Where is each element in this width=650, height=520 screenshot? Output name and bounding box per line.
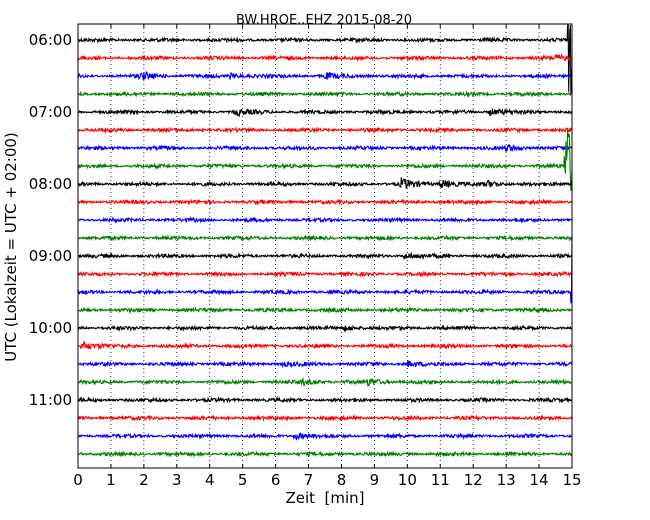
trace-line-0700 [77, 107, 573, 118]
trace-line-0900 [77, 251, 573, 260]
x-tick-label: 4 [205, 471, 215, 489]
x-axis-ticks: 0 1 2 3 4 5 6 7 8 9 10 11 12 13 14 15 [73, 24, 582, 489]
x-tick-label: 5 [238, 471, 248, 489]
y-axis-label: UTC (Lokalzeit = UTC + 02:00) [2, 132, 20, 362]
trace-line-1045 [77, 376, 573, 387]
trace-line-1015 [77, 341, 573, 351]
trace-line-0630 [77, 70, 573, 81]
y-tick-label: 08:00 [29, 175, 72, 193]
y-tick-label: 09:00 [29, 247, 72, 265]
x-tick-label: 9 [370, 471, 380, 489]
x-tick-label: 7 [304, 471, 314, 489]
trace-line-1145 [77, 450, 573, 458]
trace-line-1115 [77, 414, 573, 422]
x-tick-label: 14 [530, 471, 549, 489]
y-tick-label: 11:00 [29, 391, 72, 409]
trace-line-0730 [77, 144, 573, 153]
chart-title: BW.HROE..EHZ 2015-08-20 [236, 13, 412, 28]
x-tick-label: 15 [562, 471, 581, 489]
x-tick-label: 12 [464, 471, 483, 489]
trace-line-1000 [77, 324, 573, 333]
x-tick-label: 0 [73, 471, 83, 489]
trace-line-0845 [77, 234, 573, 242]
trace-line-1100 [77, 396, 573, 404]
plot-area-frame [77, 23, 573, 469]
x-tick-label: 2 [139, 471, 149, 489]
trace-line-0600 [77, 24, 573, 95]
trace-line-0915 [77, 270, 573, 279]
trace-line-0615 [77, 53, 573, 62]
x-tick-label: 13 [497, 471, 516, 489]
trace-line-0745 [77, 130, 573, 191]
trace-line-0800 [77, 177, 573, 189]
trace-line-0715 [77, 126, 573, 134]
x-tick-label: 6 [271, 471, 281, 489]
trace-group [77, 24, 573, 458]
y-axis-ticks: 06:00 07:00 08:00 09:00 10:00 11:00 [29, 31, 572, 409]
x-tick-label: 11 [431, 471, 450, 489]
x-tick-label: 8 [337, 471, 347, 489]
x-tick-label: 10 [398, 471, 417, 489]
y-tick-label: 06:00 [29, 31, 72, 49]
trace-line-0930 [77, 236, 573, 304]
trace-line-0815 [77, 198, 573, 206]
trace-line-1030 [77, 360, 573, 369]
trace-line-0945 [77, 306, 573, 314]
y-tick-label: 10:00 [29, 319, 72, 337]
x-tick-label: 1 [106, 471, 116, 489]
trace-line-0645 [77, 90, 573, 98]
trace-line-1130 [77, 432, 573, 441]
y-tick-label: 07:00 [29, 103, 72, 121]
x-tick-label: 3 [172, 471, 182, 489]
x-axis-label: Zeit [min] [285, 489, 364, 507]
trace-line-0830 [77, 216, 573, 224]
